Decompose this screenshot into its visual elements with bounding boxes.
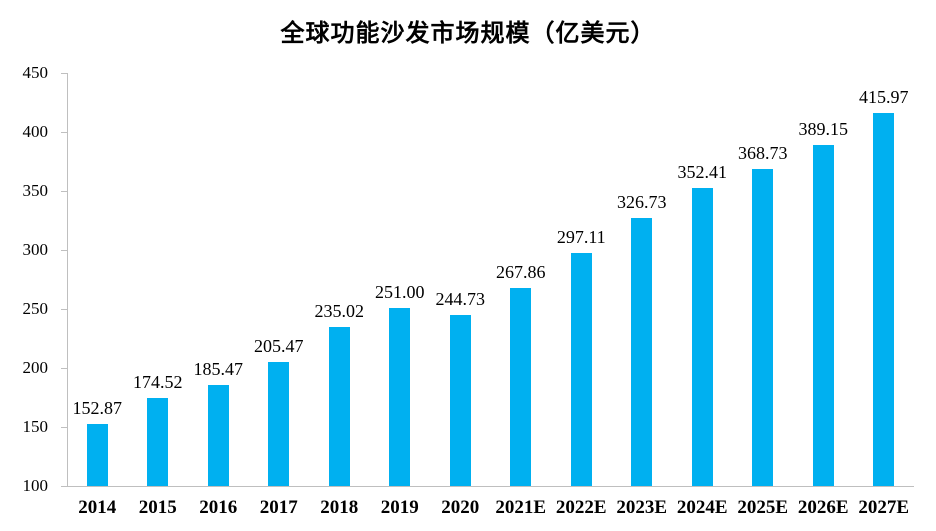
bar-value-label-2025E: 368.73 [738,142,788,163]
y-axis-tick [61,73,67,74]
x-tick-label-2019: 2019 [380,497,419,518]
y-tick-label: 300 [22,240,49,259]
x-tick-label-2024E: 2024E [676,497,728,518]
x-tick-label-2016: 2016 [199,497,238,518]
x-tick-label-2023E: 2023E [616,497,668,518]
bar-2023E [631,218,653,486]
y-tick-label: 100 [22,476,49,495]
bar-2020 [449,315,471,486]
y-axis-tick [61,486,67,487]
bar-value-label-2021E: 267.86 [496,261,546,282]
bar-value-label-2014: 152.87 [72,397,123,418]
x-tick-label-2014: 2014 [78,497,117,518]
y-axis-tick [61,368,67,369]
bar-value-label-2019: 251.00 [375,281,425,302]
bar-2016 [207,385,229,486]
bar-2025E [752,168,774,486]
y-axis-tick [61,132,67,133]
bar-value-label-2020: 244.73 [435,289,486,310]
bar-value-label-2027E: 415.97 [859,87,909,108]
chart-title: 全球功能沙发市场规模（亿美元） [280,21,656,47]
x-tick-label-2021E: 2021E [495,497,547,518]
y-axis-tick [61,309,67,310]
bar-value-label-2026E: 389.15 [798,118,849,139]
x-tick-label-2026E: 2026E [797,497,849,518]
bar-value-label-2023E: 326.73 [617,192,667,213]
y-axis-tick [61,250,67,251]
x-tick-label-2027E: 2027E [858,497,910,518]
y-axis-tick [61,191,67,192]
bar-2019 [389,307,411,486]
bar-2015 [147,398,169,486]
bar-2022E [570,253,592,486]
bar-2027E [873,113,895,486]
bar-2014 [86,423,108,486]
x-tick-label-2017: 2017 [259,497,298,518]
y-tick-label: 200 [22,358,49,377]
bar-value-label-2024E: 352.41 [677,162,728,183]
bar-2024E [691,188,713,486]
bar-2021E [510,287,532,486]
bar-value-label-2018: 235.02 [314,300,365,321]
y-axis-tick [61,427,67,428]
x-tick-label-2018: 2018 [320,497,359,518]
bar-2017 [268,361,290,486]
y-axis-line [67,73,68,487]
x-tick-label-2015: 2015 [138,497,177,518]
x-tick-label-2025E: 2025E [737,497,789,518]
bar-2018 [328,326,350,486]
bar-value-label-2022E: 297.11 [556,227,606,248]
bar-value-label-2016: 185.47 [193,359,244,380]
y-tick-label: 150 [22,417,49,436]
bar-2026E [812,144,834,486]
y-tick-label: 450 [22,63,49,82]
x-tick-label-2020: 2020 [441,497,480,518]
bar-value-label-2017: 205.47 [254,335,304,356]
x-axis-line [67,486,914,487]
y-tick-label: 350 [22,181,49,200]
x-tick-label-2022E: 2022E [555,497,607,518]
y-tick-label: 400 [22,122,49,141]
y-tick-label: 250 [22,299,49,318]
bar-value-label-2015: 174.52 [133,372,183,393]
